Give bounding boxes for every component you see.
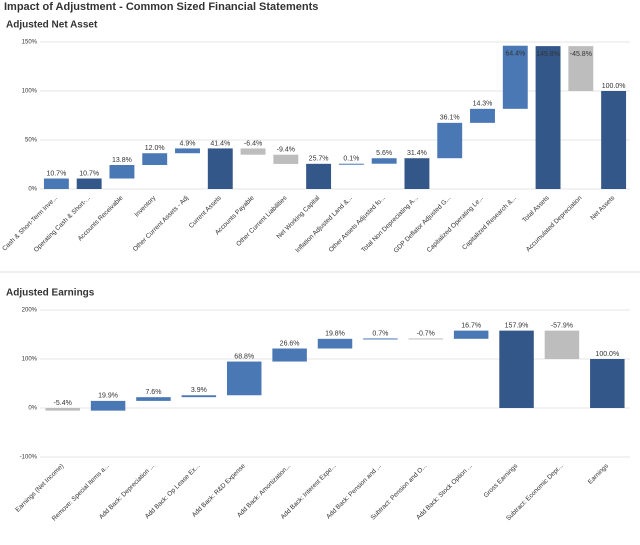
x-tick-label: Inflation Adjusted Land &... xyxy=(294,195,354,255)
data-label: 26.6% xyxy=(280,340,300,347)
x-tick-label: Total Assets xyxy=(521,194,551,224)
y-tick-label: 100% xyxy=(22,89,38,95)
x-tick-label: Gross Earnings xyxy=(483,462,520,499)
data-label: 10.7% xyxy=(46,170,66,177)
x-tick-label: Operating Cash & Short-... xyxy=(33,195,92,254)
bar xyxy=(45,408,80,411)
y-tick-label: 100% xyxy=(22,357,38,363)
x-tick-label: Capitalized Operating Le... xyxy=(426,195,486,255)
data-label: 3.9% xyxy=(191,387,207,394)
bar xyxy=(601,91,627,189)
data-label: 19.8% xyxy=(325,331,345,338)
data-label: 5.6% xyxy=(376,150,392,157)
data-label: 25.7% xyxy=(309,156,329,163)
x-tick-label: Current Assets xyxy=(188,194,224,230)
data-label: 36.1% xyxy=(440,115,460,122)
data-label: 13.8% xyxy=(112,157,132,164)
x-tick-label: Inventory xyxy=(133,194,157,218)
y-tick-label: 150% xyxy=(22,40,38,46)
x-tick-label: GDP Deflator Adjusted G... xyxy=(393,195,453,255)
bar xyxy=(76,178,102,189)
x-tick-label: Earnings xyxy=(587,462,611,486)
data-label: -57.9% xyxy=(551,322,573,329)
data-label: 4.9% xyxy=(180,140,196,147)
bar xyxy=(363,338,398,340)
y-tick-label: 200% xyxy=(22,308,38,314)
bar xyxy=(437,122,463,159)
chart-title: Adjusted Earnings xyxy=(6,288,95,299)
bar xyxy=(408,338,444,340)
bar xyxy=(535,46,561,190)
y-tick-label: 0% xyxy=(28,187,37,193)
bar xyxy=(590,359,625,408)
data-label: 100.0% xyxy=(602,83,626,90)
bar xyxy=(207,148,233,189)
bar xyxy=(371,158,397,164)
bar xyxy=(226,361,262,396)
data-label: 31.4% xyxy=(407,150,427,157)
data-label: 19.9% xyxy=(98,393,118,400)
data-label: 68.8% xyxy=(234,353,254,360)
data-label: 157.9% xyxy=(505,322,529,329)
y-tick-label: -100% xyxy=(20,455,38,461)
x-tick-label: Total Non Depreciating A... xyxy=(360,195,420,255)
data-label: 0.7% xyxy=(372,330,388,337)
data-label: -5.4% xyxy=(54,400,72,407)
bar xyxy=(109,164,135,179)
data-label: 0.1% xyxy=(343,156,359,163)
bar xyxy=(470,108,495,123)
data-label: 16.7% xyxy=(461,322,481,329)
bar xyxy=(502,45,528,109)
bar xyxy=(175,148,200,154)
page-title: Impact of Adjustment - Common Sized Fina… xyxy=(4,1,318,13)
bar xyxy=(317,338,353,349)
bar xyxy=(404,158,430,189)
bar xyxy=(240,148,266,155)
bar xyxy=(90,400,126,411)
bar xyxy=(306,163,332,189)
data-label: -9.4% xyxy=(277,147,295,154)
x-tick-label: Accumulated Depreciation xyxy=(525,194,584,253)
chart-title: Adjusted Net Asset xyxy=(6,20,98,31)
data-label: 7.6% xyxy=(145,389,161,396)
data-label: -6.4% xyxy=(244,140,262,147)
data-label: -45.8% xyxy=(570,51,592,58)
x-tick-label: Earnings (Net Income) xyxy=(14,463,65,514)
bar xyxy=(142,153,168,165)
data-label: 64.4% xyxy=(505,51,525,58)
bar xyxy=(273,154,299,164)
data-label: 100.0% xyxy=(595,351,619,358)
bar xyxy=(568,46,594,91)
x-tick-label: Other Assets Adjusted fo... xyxy=(328,195,387,254)
data-label: 14.3% xyxy=(473,101,493,108)
bar xyxy=(499,330,534,408)
data-label: 10.7% xyxy=(79,170,99,177)
bar xyxy=(338,163,364,165)
y-tick-label: 50% xyxy=(25,138,38,144)
x-tick-label: Cash & Short-Term Inve... xyxy=(1,195,59,253)
data-label: 145.8% xyxy=(536,51,560,58)
bar xyxy=(181,395,217,398)
bar xyxy=(136,397,171,401)
data-label: -0.7% xyxy=(417,330,435,337)
x-tick-label: Net Assets xyxy=(589,194,616,221)
y-tick-label: 0% xyxy=(28,406,37,412)
data-label: 12.0% xyxy=(145,145,165,152)
data-label: 41.4% xyxy=(210,140,230,147)
bar xyxy=(544,330,580,359)
bar xyxy=(43,178,69,189)
bar xyxy=(272,348,307,362)
x-tick-label: Other Current Assets - Adj xyxy=(132,195,190,253)
x-tick-label: Capitalized Research &... xyxy=(461,195,518,252)
bar xyxy=(453,330,489,339)
